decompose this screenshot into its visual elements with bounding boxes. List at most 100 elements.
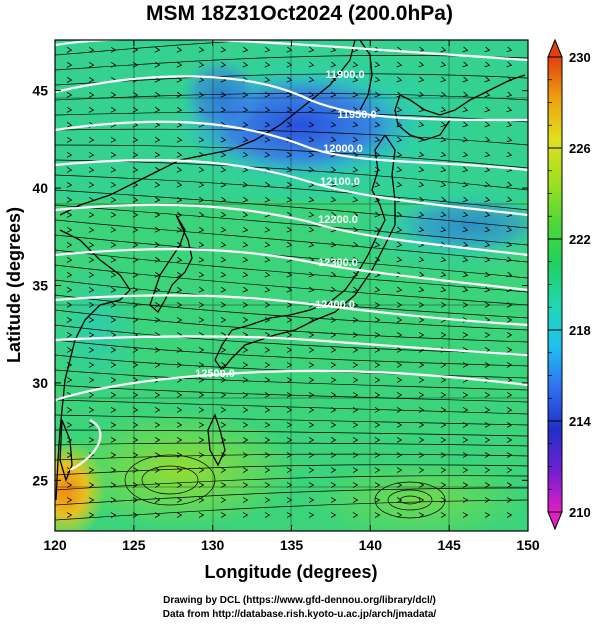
- wind-arrow: [418, 317, 425, 323]
- wind-arrow: [506, 467, 513, 473]
- wind-arrow: [308, 151, 315, 158]
- wind-arrow: [242, 482, 249, 488]
- wind-arrow: [418, 271, 425, 278]
- wind-arrow: [110, 512, 117, 518]
- wind-arrow: [352, 196, 359, 203]
- wind-arrow: [154, 91, 161, 98]
- wind-arrow: [396, 317, 403, 323]
- wind-arrow: [330, 452, 337, 458]
- wind-arrow: [330, 347, 337, 353]
- wind-arrow: [440, 482, 447, 488]
- wind-arrow: [176, 497, 183, 503]
- wind-arrow: [330, 377, 337, 383]
- wind-arrow: [308, 286, 315, 293]
- wind-arrow: [462, 271, 469, 278]
- wind-arrow: [198, 347, 205, 353]
- wind-arrow: [308, 241, 315, 248]
- wind-arrow: [286, 362, 293, 368]
- wind-arrow: [352, 91, 359, 98]
- wind-arrow: [264, 46, 271, 53]
- wind-arrow: [418, 226, 425, 233]
- wind-arrow: [176, 362, 183, 368]
- wind-arrow: [462, 422, 469, 428]
- wind-arrow: [418, 91, 425, 98]
- latitude-axis: 25 30 35 40 45: [32, 83, 528, 488]
- wind-arrow: [110, 317, 117, 323]
- wind-arrow: [308, 512, 315, 518]
- wind-arrow: [66, 452, 73, 458]
- wind-arrow: [220, 497, 227, 503]
- wind-arrow: [66, 182, 73, 188]
- wind-arrow: [286, 437, 293, 443]
- wind-arrow: [154, 452, 161, 458]
- wind-arrow: [264, 121, 271, 128]
- wind-arrow: [198, 91, 205, 98]
- wind-arrow: [88, 482, 95, 488]
- wind-arrow: [88, 212, 95, 218]
- wind-arrow: [308, 76, 315, 83]
- wind-arrow: [176, 46, 183, 53]
- wind-arrow: [132, 271, 139, 278]
- wind-arrow: [264, 76, 271, 83]
- wind-arrow: [308, 347, 315, 353]
- wind-arrow: [440, 211, 447, 218]
- wind-arrow: [462, 362, 469, 368]
- wind-arrow: [110, 106, 117, 113]
- height-contours: [55, 40, 528, 471]
- coastline-hokkaido: [394, 74, 526, 141]
- wind-arrow: [154, 136, 161, 143]
- wind-arrow: [242, 256, 249, 263]
- wind-arrow: [330, 512, 337, 518]
- wind-arrow: [132, 482, 139, 488]
- wind-arrow: [66, 377, 73, 383]
- coastline-korea: [149, 214, 193, 314]
- wind-arrow: [396, 151, 403, 158]
- wind-arrow: [286, 166, 293, 173]
- contour-label: 12100.0: [320, 176, 360, 188]
- wind-arrow: [286, 422, 293, 428]
- wind-arrow: [462, 482, 469, 488]
- wind-arrow: [66, 92, 73, 98]
- wind-arrow: [484, 181, 491, 188]
- wind-arrow: [242, 196, 249, 203]
- wind-arrow: [462, 286, 469, 293]
- wind-arrow: [286, 452, 293, 458]
- wind-arrow: [330, 286, 337, 293]
- wind-arrow: [66, 212, 73, 218]
- wind-arrow: [110, 407, 117, 413]
- wind-arrow: [88, 137, 95, 143]
- wind-arrow: [352, 347, 359, 353]
- wind-arrow: [462, 392, 469, 398]
- wind-arrow: [220, 151, 227, 158]
- wind-arrow: [154, 392, 161, 398]
- wind-arrow: [440, 136, 447, 143]
- wind-arrow: [88, 167, 95, 173]
- wind-arrow: [484, 136, 491, 143]
- wind-arrow: [418, 286, 425, 293]
- wind-arrow: [330, 196, 337, 203]
- wind-arrow: [88, 317, 95, 323]
- wind-arrow: [418, 392, 425, 398]
- wind-arrow: [352, 482, 359, 488]
- wind-arrow: [374, 61, 381, 68]
- wind-arrow: [198, 422, 205, 428]
- lon-tick-label: 120: [43, 537, 67, 553]
- wind-arrow: [440, 332, 447, 338]
- wind-arrow: [484, 437, 491, 443]
- wind-arrow: [396, 347, 403, 353]
- wind-arrow: [374, 407, 381, 413]
- wind-arrow: [462, 437, 469, 443]
- lon-tick-label: 150: [516, 537, 540, 553]
- lat-tick-label: 30: [32, 375, 48, 391]
- wind-arrow: [264, 362, 271, 368]
- wind-arrow: [154, 151, 161, 158]
- wind-arrow: [440, 407, 447, 413]
- wind-arrow: [330, 437, 337, 443]
- wind-arrow: [308, 362, 315, 368]
- wind-arrow: [66, 407, 73, 413]
- wind-arrow: [506, 226, 513, 233]
- wind-arrow: [396, 467, 403, 473]
- wind-arrow: [132, 317, 139, 323]
- wind-arrow: [396, 211, 403, 218]
- wind-arrow: [66, 107, 73, 113]
